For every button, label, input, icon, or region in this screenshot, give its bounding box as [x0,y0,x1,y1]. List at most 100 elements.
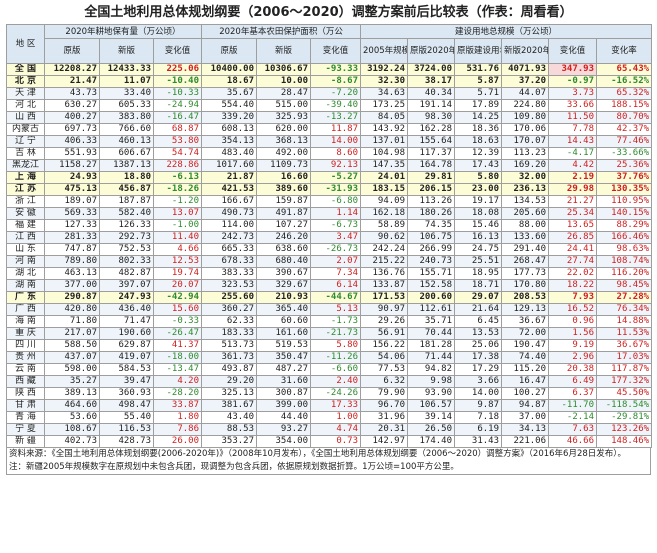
value-cell: 18.71 [454,279,503,292]
region-cell: 吉 林 [6,147,45,160]
value-cell: 72.00 [501,327,550,340]
value-cell: 25.36% [596,159,653,172]
value-cell: 210.93 [256,291,311,304]
value-cell: 55.40 [99,411,154,424]
value-cell: 325.93 [256,111,311,124]
table-row: 安 徽 569.33 582.40 13.07 490.73 491.87 1.14 162.… [6,207,653,220]
value-cell: 183.15 [360,183,409,196]
value-cell: 98.45% [596,279,653,292]
value-cell: 38.17 [407,75,456,88]
region-cell: 黑龙江 [6,159,45,172]
value-cell: 9.19 [548,339,598,352]
value-cell: 221.06 [501,435,550,448]
value-cell: -6.73 [309,219,362,232]
table-row: 江 西 281.33 292.73 11.40 242.73 246.20 3.47 90.6… [6,231,653,244]
value-cell: 31.96 [360,411,409,424]
table-row: 河 南 789.80 802.33 12.53 678.33 680.40 2.07 215.… [6,255,653,268]
value-cell: 339.20 [201,111,257,124]
value-cell: 582.40 [99,207,154,220]
value-cell: -21.73 [309,327,362,340]
source-note: 资料来源：《全国土地利用总体规划纲要(2006-2020年)》（2008年10月… [6,448,651,461]
region-cell: 新 疆 [6,435,45,448]
value-cell: 389.60 [256,183,311,196]
value-cell: -10.33 [153,87,202,100]
value-cell: 300.87 [256,387,311,400]
value-cell: 147.35 [360,159,409,172]
value-cell: 5.80 [309,339,362,352]
region-cell: 天 津 [6,87,45,100]
value-cell: 240.73 [407,255,456,268]
value-cell: 11.53% [596,327,653,340]
value-cell: 162.18 [360,207,409,220]
value-cell: 606.67 [99,147,154,160]
value-cell: 56.91 [360,327,409,340]
subheader-cell: 新版 [99,38,154,64]
value-cell: 483.40 [201,147,257,160]
value-cell: 29.26 [360,315,409,328]
value-cell: 18.80 [99,171,154,184]
value-cell: 475.13 [44,183,100,196]
value-cell: 33.66 [548,99,598,112]
table-row: 甘 肃 464.60 498.47 33.87 381.67 399.00 17.33 96.… [6,399,653,412]
table-row: 山 东 747.87 752.53 4.66 665.33 638.60 -26.73 242… [6,243,653,256]
value-cell: 166.46% [596,231,653,244]
value-cell: 15.60 [153,303,202,316]
value-cell: 7.93 [548,291,598,304]
value-cell: 598.00 [44,363,100,376]
value-cell: 88.00 [501,219,550,232]
value-cell: 436.40 [99,303,154,316]
region-cell: 广 东 [6,291,45,304]
value-cell: -10.40 [153,75,202,88]
value-cell: 377.00 [44,279,100,292]
value-cell: 20.38 [548,363,598,376]
table-row: 天 津 43.73 33.40 -10.33 35.67 28.47 -7.20 34.63 4… [6,87,653,100]
value-cell: -0.97 [548,75,598,88]
value-cell: 460.13 [99,135,154,148]
value-cell: 42.37% [596,123,653,136]
value-cell: 68.87 [153,123,202,136]
value-cell: 148.46% [596,435,653,448]
value-cell: 789.80 [44,255,100,268]
value-cell: 680.40 [256,255,311,268]
value-cell: 630.27 [44,99,100,112]
value-cell: 0.73 [309,435,362,448]
value-cell: 11.40 [153,231,202,244]
region-cell: 湖 北 [6,267,45,280]
value-cell: 7.78 [548,123,598,136]
value-cell: 14.88% [596,315,653,328]
value-cell: 35.27 [44,375,100,388]
value-cell: 1387.13 [99,159,154,172]
value-cell: 109.80 [501,111,550,124]
table-row: 上 海 24.93 18.80 -6.13 21.87 16.60 -5.27 24.01 29… [6,171,653,184]
value-cell: 80.70% [596,111,653,124]
value-cell: 24.01 [360,171,409,184]
value-cell: 29.81 [407,171,456,184]
value-cell: 12.39 [454,147,503,160]
value-cell: 40.34 [407,87,456,100]
value-cell: 421.53 [201,183,257,196]
value-cell: 16.60 [256,171,311,184]
value-cell: 802.33 [99,255,154,268]
value-cell: 108.74% [596,255,653,268]
value-cell: 41.37 [153,339,202,352]
value-cell: 188.15% [596,99,653,112]
value-cell: 88.29% [596,219,653,232]
region-cell: 西 藏 [6,375,45,388]
value-cell: 228.86 [153,159,202,172]
table-row: 北 京 21.47 11.07 -10.40 18.67 10.00 -8.67 32.30 3… [6,75,653,88]
value-cell: -11.70 [548,399,598,412]
value-cell: 247.93 [99,291,154,304]
value-cell: 4.66 [153,243,202,256]
value-cell: 126.33 [99,219,154,232]
value-cell: 11.07 [99,75,154,88]
value-cell: 33.40 [99,87,154,100]
value-cell: 491.87 [256,207,311,220]
value-cell: 17.33 [309,399,362,412]
value-cell: 21.64 [454,303,503,316]
table-row: 山 西 400.27 383.80 -16.47 339.20 325.93 -13.27 8… [6,111,653,124]
value-cell: 205.60 [501,207,550,220]
value-cell: 37.76% [596,171,653,184]
value-cell: 36.67% [596,339,653,352]
region-cell: 北 京 [6,75,45,88]
